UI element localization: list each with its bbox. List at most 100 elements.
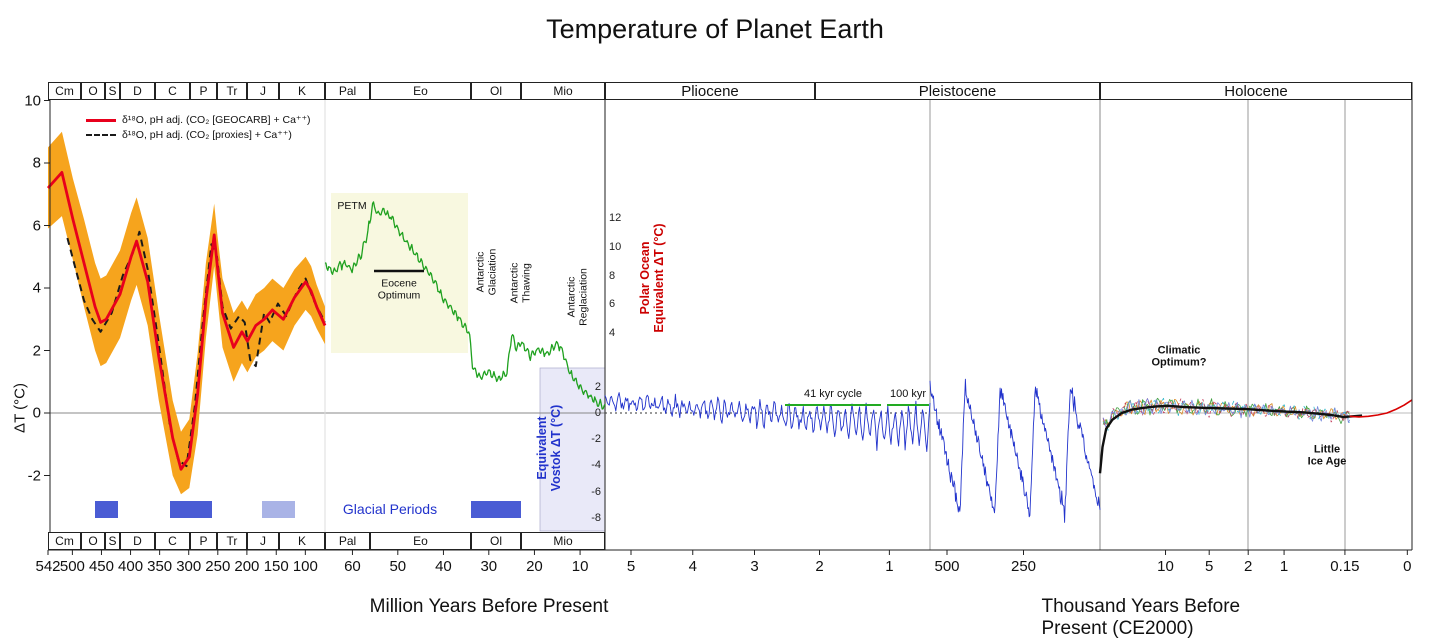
x-tick-label: 100 (292, 558, 318, 575)
y-axis-label: ΔT (°C) (11, 383, 29, 433)
y-tick-label: 0 (32, 404, 41, 422)
period-top-tr: Tr (217, 82, 247, 100)
annotation-petm: PETM (337, 200, 367, 213)
period-top-k: K (279, 82, 325, 100)
x-tick-label: 40 (435, 558, 452, 575)
polar-axis-tick: 10 (609, 240, 622, 253)
annotation-little-ice-age: Little Ice Age (1307, 443, 1347, 468)
pliocene-obliquity-cycles (604, 392, 931, 453)
period-top-ol: Ol (471, 82, 521, 100)
polar-axis-tick: 8 (609, 269, 616, 282)
x-tick-label: 5 (1205, 558, 1214, 575)
x-tick-label: 20 (526, 558, 543, 575)
holocene-proxy-3 (1102, 397, 1350, 428)
x-tick-label: 3 (750, 558, 759, 575)
x-tick-label: 0 (1403, 558, 1412, 575)
period-top-cm: Cm (48, 82, 81, 100)
vostok-axis-tick: -8 (591, 511, 601, 524)
x-tick-label: 5 (626, 558, 636, 575)
holocene-proxy-2 (1102, 397, 1350, 431)
pleistocene-glacial-cycles (929, 378, 1101, 523)
x-tick-label: 50 (389, 558, 407, 575)
x-tick-label: 2 (1244, 558, 1253, 575)
annotation-glacial-periods: Glacial Periods (342, 501, 438, 518)
x-tick-label: 60 (344, 558, 361, 575)
y-tick-label: 2 (32, 342, 41, 359)
period-bottom-o: O (81, 532, 105, 550)
period-top-d: D (120, 82, 155, 100)
cenozoic-benthic-d18O (324, 201, 606, 410)
y-tick-label: 6 (32, 217, 41, 234)
period-bottom-pal: Pal (325, 532, 370, 550)
y-tick-label: 10 (24, 92, 41, 109)
x-tick-label: 150 (263, 558, 289, 575)
period-top-mio: Mio (521, 82, 605, 100)
period-top-holocene: Holocene (1100, 82, 1412, 100)
x-tick-label: 542 (35, 558, 61, 575)
period-top-pliocene: Pliocene (605, 82, 815, 100)
period-bottom-d: D (120, 532, 155, 550)
decor-rect-1 (539, 367, 606, 532)
x-tick-label: 30 (480, 558, 498, 575)
period-top-s: S (105, 82, 120, 100)
period-top-o: O (81, 82, 105, 100)
glacial-bar-0 (95, 501, 118, 518)
legend-swatch-1 (86, 134, 116, 136)
period-bottom-eo: Eo (370, 532, 471, 550)
x-tick-label: 1 (885, 558, 894, 575)
x-tick-label: 500 (934, 558, 960, 575)
holocene-proxy-4 (1102, 398, 1350, 426)
x-tick-label: 1 (1279, 558, 1289, 575)
legend-label-1: δ¹⁸O, pH adj. (CO₂ [proxies] + Ca⁺⁺) (122, 129, 292, 141)
legend-item-1: δ¹⁸O, pH adj. (CO₂ [proxies] + Ca⁺⁺) (86, 129, 311, 141)
annotation-cycle-41kyr: 41 kyr cycle (803, 387, 863, 400)
glacial-bar-1 (170, 501, 212, 518)
holocene-instrumental (1349, 399, 1413, 418)
annotation-polar-axis-label: Polar Ocean Equivalent ΔT (°C) (638, 223, 666, 333)
polar-axis-tick: 6 (609, 298, 616, 311)
chart-title: Temperature of Planet Earth (546, 14, 884, 44)
vostok-axis-tick: -6 (591, 485, 601, 498)
phanerozoic-d18O-geocarb (46, 171, 327, 471)
period-bottom-j: J (247, 532, 279, 550)
vostok-axis-tick: 0 (594, 407, 601, 419)
legend-item-0: δ¹⁸O, pH adj. (CO₂ [GEOCARB] + Ca⁺⁺) (86, 114, 311, 126)
period-top-pal: Pal (325, 82, 370, 100)
annotation-cycle-100kyr: 100 kyr (889, 387, 927, 400)
y-tick-label: 8 (32, 154, 41, 172)
x-tick-label: 400 (118, 558, 144, 575)
glacial-bar-3 (471, 501, 521, 518)
period-top-eo: Eo (370, 82, 471, 100)
legend-swatch-0 (86, 118, 116, 122)
period-bottom-cm: Cm (48, 532, 81, 550)
x-tick-label: 250 (1010, 558, 1037, 575)
x-axis-title-left: Million Years Before Present (369, 596, 609, 617)
annotation-eocene-optimum: Eocene Optimum (377, 277, 421, 301)
vostok-axis-tick: -2 (591, 433, 601, 446)
legend: δ¹⁸O, pH adj. (CO₂ [GEOCARB] + Ca⁺⁺) δ¹⁸O… (86, 114, 311, 144)
annotation-climatic-optimum: Climatic Optimum? (1151, 344, 1207, 369)
period-bottom-mio: Mio (521, 532, 605, 550)
annotation-vostok-axis-label: Equivalent Vostok ΔT (°C) (535, 404, 563, 492)
period-bottom-k: K (279, 532, 325, 550)
legend-label-0: δ¹⁸O, pH adj. (CO₂ [GEOCARB] + Ca⁺⁺) (122, 114, 311, 126)
period-bottom-ol: Ol (471, 532, 521, 550)
glacial-bar-2 (262, 501, 295, 518)
period-top-pleistocene: Pleistocene (815, 82, 1100, 100)
period-top-j: J (247, 82, 279, 100)
x-tick-label: 450 (88, 558, 114, 575)
polar-axis-tick: 4 (609, 327, 616, 339)
period-bottom-s: S (105, 532, 120, 550)
decor-rect-0 (331, 193, 468, 353)
annotation-antarctic-glaciation: Antarctic Glaciation (474, 248, 498, 296)
annotation-antarctic-reglaciation: Antarctic Reglaciation (565, 268, 589, 326)
period-bottom-p: P (190, 532, 217, 550)
x-tick-label: 350 (147, 558, 173, 575)
vostok-axis-tick: 2 (594, 380, 601, 393)
x-tick-label: 300 (176, 558, 202, 575)
period-top-p: P (190, 82, 217, 100)
x-tick-label: 0.15 (1330, 558, 1360, 575)
period-bottom-c: C (155, 532, 190, 550)
